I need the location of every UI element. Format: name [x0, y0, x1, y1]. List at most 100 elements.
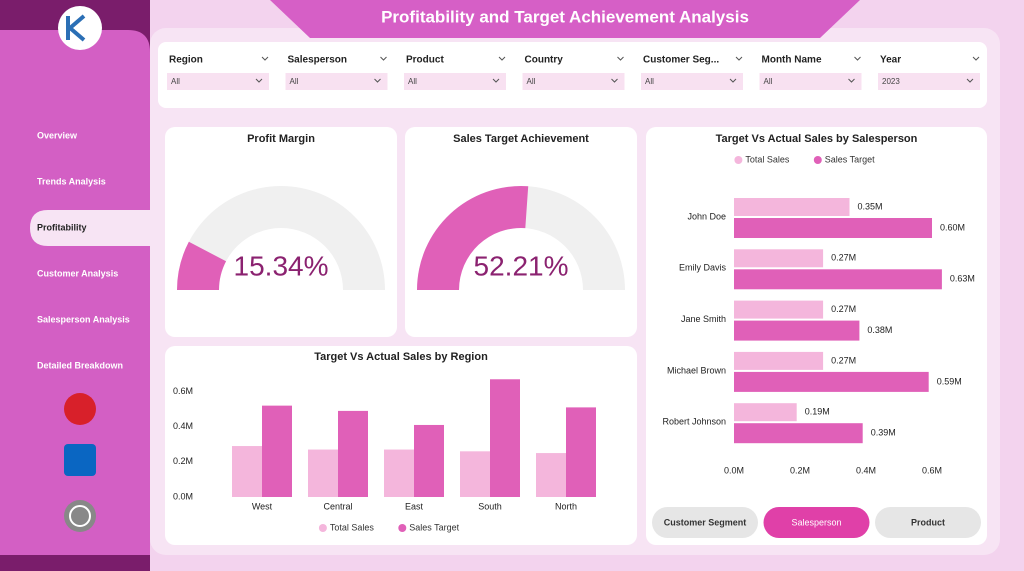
y-tick-label: 0.0M [173, 491, 193, 501]
x-tick-label: North [555, 501, 577, 511]
filter-label: Year [880, 55, 901, 66]
filter-value: 2023 [882, 77, 900, 86]
data-label: 0.39M [871, 428, 896, 438]
bar [734, 423, 863, 444]
filter-value: All [408, 77, 417, 86]
tab-button-label: Product [911, 517, 945, 527]
web-icon[interactable] [64, 500, 96, 532]
filter-dropdown[interactable] [641, 73, 743, 90]
data-label: 0.27M [831, 355, 856, 365]
data-label: 0.19M [805, 407, 830, 417]
web-icon-glyph [69, 505, 91, 527]
filter-value: All [645, 77, 654, 86]
chart-title: Target Vs Actual Sales by Region [314, 351, 488, 363]
legend-swatch [734, 156, 743, 164]
card [405, 127, 637, 337]
chevron [966, 78, 974, 83]
tab-button[interactable] [875, 507, 981, 538]
bar [734, 198, 850, 216]
bar [262, 405, 292, 497]
y-tick-label: Robert Johnson [662, 417, 726, 427]
gauge-value [177, 241, 227, 290]
chevron [729, 78, 737, 83]
x-tick-label: 0.6M [922, 465, 942, 475]
x-tick-label: Central [323, 501, 352, 511]
data-label: 0.63M [950, 274, 975, 284]
filter-label: Product [406, 55, 444, 66]
data-label: 0.27M [831, 253, 856, 263]
filter-dropdown[interactable] [759, 73, 862, 90]
gauge-track [177, 186, 385, 290]
nav-item[interactable]: Detailed Breakdown [37, 360, 123, 370]
filter-dropdown[interactable] [878, 73, 980, 90]
logo-mark [66, 14, 86, 42]
nav-item[interactable]: Overview [37, 130, 78, 140]
legend-label: Sales Target [409, 522, 459, 532]
filter-dropdown[interactable] [404, 73, 506, 90]
filter-dropdown[interactable] [285, 73, 388, 90]
legend-swatch [813, 156, 822, 164]
y-tick-label: Jane Smith [681, 314, 726, 324]
chevron [261, 56, 269, 61]
legend-label: Total Sales [745, 154, 790, 164]
bar [734, 300, 824, 319]
filter-label: Region [169, 55, 203, 66]
chevron [735, 56, 743, 61]
filter-value: All [764, 77, 773, 86]
nav-item[interactable]: Salesperson Analysis [37, 314, 130, 324]
bar [308, 449, 338, 497]
chevron [374, 78, 381, 83]
chart-title: Profit Margin [247, 133, 315, 145]
nav-item[interactable]: Trends Analysis [37, 176, 106, 186]
linkedin-icon[interactable] [64, 444, 96, 476]
y-tick-label: 0.4M [173, 421, 193, 431]
nav-item[interactable]: Customer Analysis [37, 268, 118, 278]
filter-dropdown[interactable] [167, 73, 269, 90]
x-tick-label: 0.0M [724, 465, 744, 475]
gauge-label: 15.34% [234, 250, 329, 281]
tab-button[interactable] [652, 507, 758, 538]
chevron [498, 56, 506, 61]
filter-value: All [171, 77, 180, 86]
bar [734, 351, 824, 370]
bar [536, 453, 566, 497]
chevron [854, 56, 861, 61]
chevron [611, 78, 618, 83]
filter-dropdown[interactable] [522, 73, 625, 90]
chevron [492, 78, 500, 83]
y-tick-label: 0.2M [173, 456, 193, 466]
y-tick-label: 0.6M [173, 386, 193, 396]
filter-value: All [527, 77, 536, 86]
chevron [848, 78, 855, 83]
legend-label: Sales Target [825, 154, 875, 164]
data-label: 0.59M [937, 376, 962, 386]
logo [58, 6, 102, 50]
tab-button-label: Customer Segment [664, 517, 747, 527]
bar [414, 424, 444, 497]
nav-item[interactable]: Profitability [37, 222, 87, 232]
tab-button[interactable] [763, 507, 870, 538]
bar [384, 449, 414, 497]
filter-label: Month Name [762, 55, 822, 66]
youtube-icon[interactable] [64, 393, 96, 425]
legend-swatch [398, 524, 407, 532]
bar [734, 249, 824, 268]
data-label: 0.38M [867, 325, 892, 335]
nav-active-tab [30, 210, 150, 246]
x-tick-label: East [405, 501, 424, 511]
filter-label: Customer Seg... [643, 55, 719, 66]
filter-label: Salesperson [288, 55, 347, 66]
x-tick-label: West [252, 501, 273, 511]
chart-title: Target Vs Actual Sales by Salesperson [716, 133, 918, 145]
gauge-value [417, 186, 529, 290]
bar [338, 410, 368, 497]
title-banner [270, 0, 860, 38]
chart-title: Sales Target Achievement [453, 133, 589, 145]
chevron [255, 78, 263, 83]
bar [460, 451, 490, 497]
tab-button-label: Salesperson [791, 517, 841, 527]
bar [232, 446, 262, 497]
page-title: Profitability and Target Achievement Ana… [381, 7, 749, 26]
gauge-label: 52.21% [474, 250, 569, 281]
